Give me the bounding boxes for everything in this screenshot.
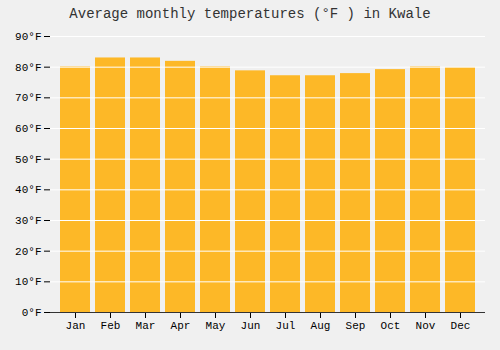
svg-text:10°F: 10°F (15, 276, 41, 288)
svg-text:30°F: 30°F (15, 215, 41, 227)
svg-text:0°F: 0°F (22, 307, 42, 319)
svg-text:May: May (206, 320, 226, 332)
svg-text:Apr: Apr (171, 320, 191, 332)
svg-text:20°F: 20°F (15, 246, 41, 258)
svg-text:Dec: Dec (451, 320, 471, 332)
svg-text:50°F: 50°F (15, 154, 41, 166)
svg-text:Jun: Jun (241, 320, 261, 332)
svg-text:70°F: 70°F (15, 92, 41, 104)
svg-text:Sep: Sep (346, 320, 366, 332)
svg-text:40°F: 40°F (15, 184, 41, 196)
svg-text:90°F: 90°F (15, 31, 41, 43)
svg-text:Feb: Feb (101, 320, 121, 332)
html-text:Average monthly temperatures (: Average monthly temperatures (°F ) in Kw… (69, 6, 431, 22)
svg-text:Nov: Nov (416, 320, 436, 332)
svg-text:Jan: Jan (66, 320, 86, 332)
svg-text:80°F: 80°F (15, 62, 41, 74)
svg-text:Oct: Oct (381, 320, 401, 332)
svg-text:Jul: Jul (276, 320, 296, 332)
svg-text:Aug: Aug (311, 320, 331, 332)
svg-text:Mar: Mar (136, 320, 156, 332)
svg-text:60°F: 60°F (15, 123, 41, 135)
